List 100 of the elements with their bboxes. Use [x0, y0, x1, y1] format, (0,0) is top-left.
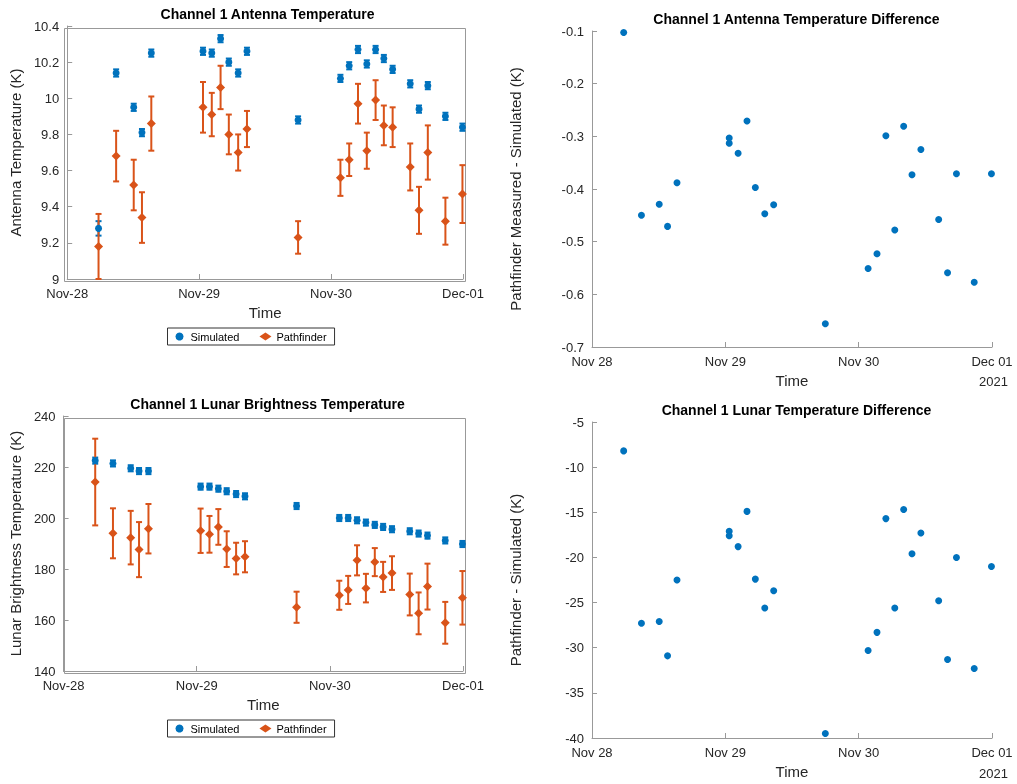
x-axis-title: Time [248, 304, 282, 321]
y-tick-label: -15 [565, 504, 584, 520]
point [655, 618, 663, 626]
point [864, 646, 872, 654]
x-tick-label: Nov-28 [46, 286, 89, 301]
point [129, 180, 139, 190]
point [734, 149, 742, 157]
point [891, 604, 899, 612]
x-tick-label: Nov-30 [310, 286, 353, 301]
point [335, 173, 345, 183]
text: 2021 [979, 374, 1008, 389]
point [198, 102, 208, 112]
point [770, 201, 778, 209]
point [344, 155, 354, 165]
point [143, 524, 153, 534]
point [352, 555, 362, 565]
point [293, 232, 303, 242]
point [987, 170, 995, 178]
y-tick-label: -20 [565, 549, 584, 565]
x-tick-label: Nov-29 [178, 286, 221, 301]
point [361, 583, 371, 593]
y-axis-title: Lunar Brightness Temperature (K) [7, 430, 24, 657]
x-axis-title: Time [775, 372, 809, 389]
y-axis-title: Pathfinder Measured - Simulated (K) [507, 67, 524, 311]
point [414, 608, 424, 618]
x-tick-label: Nov-29 [175, 678, 218, 693]
y-tick-label: -0.3 [561, 128, 584, 144]
point [388, 122, 398, 132]
y-tick-label: 9.4 [41, 199, 60, 215]
point [821, 729, 829, 737]
point [440, 618, 450, 628]
point [353, 99, 363, 109]
point [864, 265, 872, 273]
x-axis-title: Time [246, 696, 280, 713]
point [761, 210, 769, 218]
y-tick-label: 9.8 [41, 126, 60, 142]
point [725, 139, 733, 147]
x-tick-label: Nov-28 [42, 678, 85, 693]
point [108, 528, 118, 538]
y-tick-label: 9 [51, 271, 60, 287]
point [751, 183, 759, 191]
point [387, 568, 397, 578]
point [379, 120, 389, 130]
y-tick-label: 180 [33, 561, 56, 577]
point [292, 602, 302, 612]
point [725, 532, 733, 540]
point [457, 189, 467, 199]
point [334, 590, 344, 600]
y-tick-label: -0.4 [561, 181, 584, 197]
point [935, 597, 943, 605]
point [821, 320, 829, 328]
point [196, 526, 206, 536]
x-tick-label: Nov 29 [704, 354, 746, 369]
point [90, 477, 100, 487]
y-tick-label: 10.2 [33, 54, 60, 70]
point [240, 552, 250, 562]
point [231, 554, 241, 564]
point [900, 122, 908, 130]
point [620, 447, 628, 455]
legend-label: Simulated [190, 722, 240, 735]
chart-title: Channel 1 Lunar Brightness Temperature [130, 396, 405, 412]
legend-label: Pathfinder [276, 722, 327, 735]
point [882, 132, 890, 140]
point [111, 151, 121, 161]
y-tick-label: 220 [33, 459, 56, 475]
y-tick-label: -0.1 [561, 23, 584, 39]
point [908, 550, 916, 558]
text: 2021 [979, 766, 1008, 781]
point [891, 226, 899, 234]
point [457, 593, 467, 603]
point [655, 200, 663, 208]
point [370, 557, 380, 567]
point [944, 655, 952, 663]
point [207, 110, 217, 120]
point [673, 179, 681, 187]
point [970, 664, 978, 672]
x-tick-label: Dec 01 [971, 354, 1013, 369]
chart-title: Channel 1 Antenna Temperature Difference [653, 11, 940, 27]
point [900, 506, 908, 514]
x-tick-label: Dec-01 [442, 286, 484, 301]
point [126, 533, 136, 543]
y-tick-label: -10 [565, 459, 584, 475]
legend-label: Pathfinder [276, 330, 327, 343]
point [224, 129, 234, 139]
y-tick-label: -0.6 [561, 286, 584, 302]
point [146, 119, 156, 129]
point [213, 522, 223, 532]
point [204, 529, 214, 539]
chart-title: Channel 1 Lunar Temperature Difference [661, 402, 932, 418]
point [664, 652, 672, 660]
point [882, 515, 890, 523]
point [935, 216, 943, 224]
point [761, 604, 769, 612]
point [770, 587, 778, 595]
y-tick-label: 140 [33, 663, 56, 679]
y-tick-label: 200 [33, 510, 56, 526]
point [216, 82, 226, 92]
point [414, 205, 424, 215]
y-tick-label: -35 [565, 685, 584, 701]
point [371, 95, 381, 105]
